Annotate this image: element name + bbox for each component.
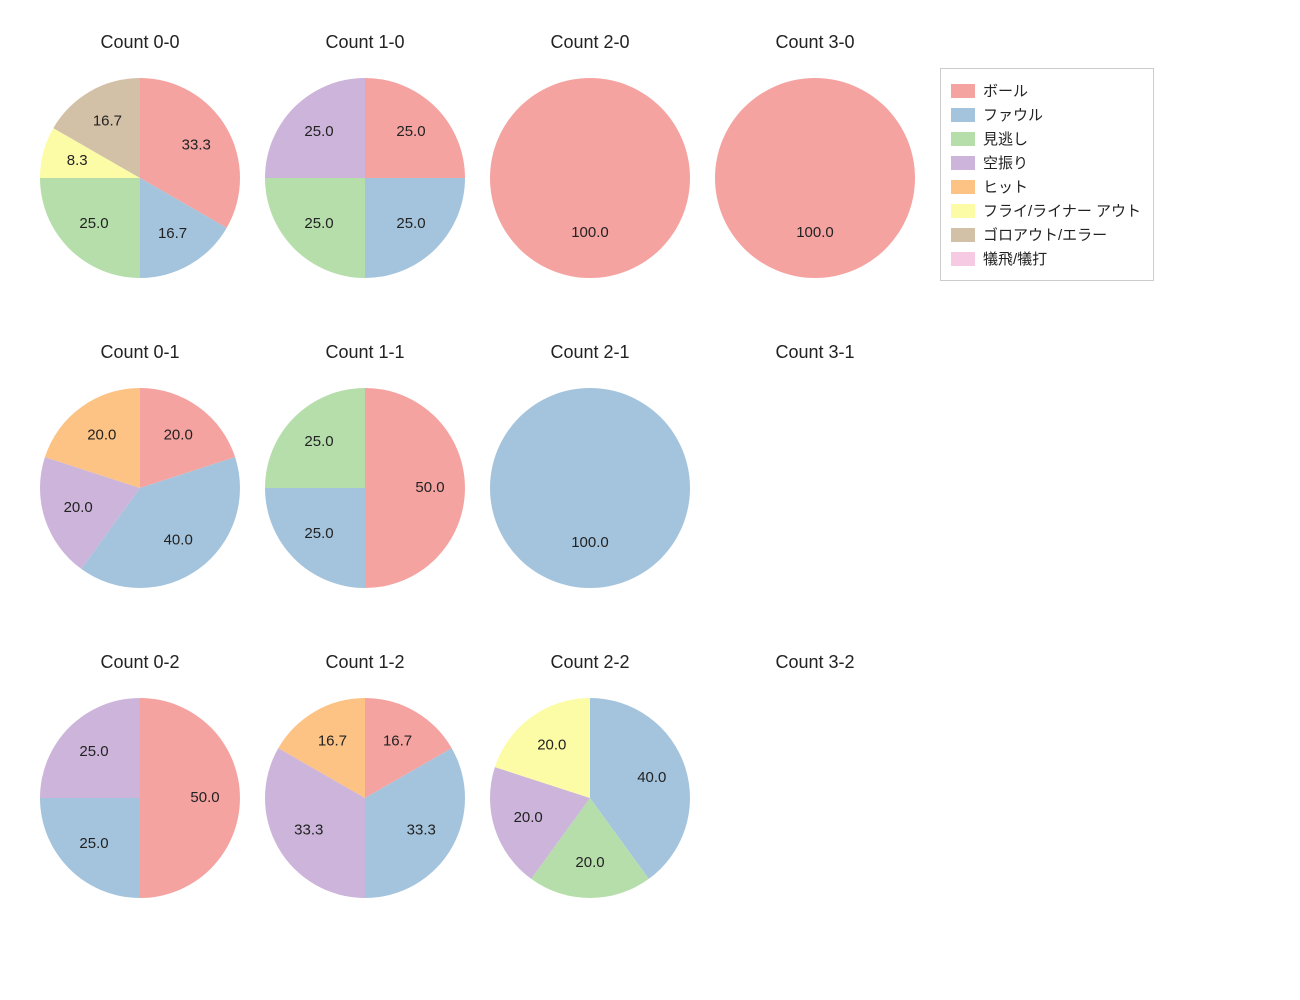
legend-swatch xyxy=(951,156,975,170)
slice-label: 20.0 xyxy=(514,809,543,826)
slice-label: 20.0 xyxy=(87,426,116,443)
pie-slice xyxy=(490,78,690,278)
slice-label: 25.0 xyxy=(304,123,333,140)
legend-label: 見逃し xyxy=(983,128,1028,149)
chart-grid: Count 0-033.316.725.08.316.7Count 1-025.… xyxy=(0,0,1300,1000)
slice-label: 25.0 xyxy=(79,743,108,760)
legend-item: 空振り xyxy=(951,152,1141,173)
slice-label: 8.3 xyxy=(67,152,88,169)
slice-label: 16.7 xyxy=(383,733,412,750)
legend-label: 空振り xyxy=(983,152,1028,173)
legend-swatch xyxy=(951,84,975,98)
slice-label: 50.0 xyxy=(190,789,219,806)
chart-title: Count 3-1 xyxy=(705,342,925,363)
slice-label: 33.3 xyxy=(182,136,211,153)
slice-label: 33.3 xyxy=(294,822,323,839)
legend-label: ヒット xyxy=(983,176,1028,197)
slice-label: 33.3 xyxy=(407,822,436,839)
legend-item: ヒット xyxy=(951,176,1141,197)
legend-label: ファウル xyxy=(983,104,1043,125)
legend: ボールファウル見逃し空振りヒットフライ/ライナー アウトゴロアウト/エラー犠飛/… xyxy=(940,68,1154,281)
slice-label: 100.0 xyxy=(571,534,609,551)
slice-label: 20.0 xyxy=(164,426,193,443)
slice-label: 20.0 xyxy=(537,736,566,753)
slice-label: 25.0 xyxy=(304,215,333,232)
legend-item: 見逃し xyxy=(951,128,1141,149)
slice-label: 20.0 xyxy=(64,499,93,516)
slice-label: 100.0 xyxy=(571,224,609,241)
slice-label: 25.0 xyxy=(304,525,333,542)
pie-chart: 100.0 xyxy=(675,38,955,318)
legend-label: ゴロアウト/エラー xyxy=(983,224,1107,245)
legend-swatch xyxy=(951,108,975,122)
legend-item: ファウル xyxy=(951,104,1141,125)
slice-label: 16.7 xyxy=(158,225,187,242)
legend-label: 犠飛/犠打 xyxy=(983,248,1047,269)
legend-item: ゴロアウト/エラー xyxy=(951,224,1141,245)
chart-title: Count 3-2 xyxy=(705,652,925,673)
slice-label: 40.0 xyxy=(164,532,193,549)
slice-label: 25.0 xyxy=(396,123,425,140)
pie-slice xyxy=(490,388,690,588)
pie-slice xyxy=(715,78,915,278)
slice-label: 20.0 xyxy=(575,854,604,871)
legend-swatch xyxy=(951,228,975,242)
legend-item: ボール xyxy=(951,80,1141,101)
slice-label: 50.0 xyxy=(415,479,444,496)
slice-label: 16.7 xyxy=(318,733,347,750)
pie-chart: 100.0 xyxy=(450,348,730,628)
slice-label: 25.0 xyxy=(304,433,333,450)
legend-swatch xyxy=(951,132,975,146)
slice-label: 25.0 xyxy=(79,215,108,232)
legend-swatch xyxy=(951,204,975,218)
legend-label: フライ/ライナー アウト xyxy=(983,200,1141,221)
legend-item: 犠飛/犠打 xyxy=(951,248,1141,269)
slice-label: 25.0 xyxy=(79,835,108,852)
legend-label: ボール xyxy=(983,80,1028,101)
legend-swatch xyxy=(951,180,975,194)
slice-label: 100.0 xyxy=(796,224,834,241)
slice-label: 16.7 xyxy=(93,113,122,130)
slice-label: 25.0 xyxy=(396,215,425,232)
pie-chart: 40.0 20.0 20.0 20.0 xyxy=(450,658,730,938)
legend-item: フライ/ライナー アウト xyxy=(951,200,1141,221)
legend-swatch xyxy=(951,252,975,266)
slice-label: 40.0 xyxy=(637,769,666,786)
